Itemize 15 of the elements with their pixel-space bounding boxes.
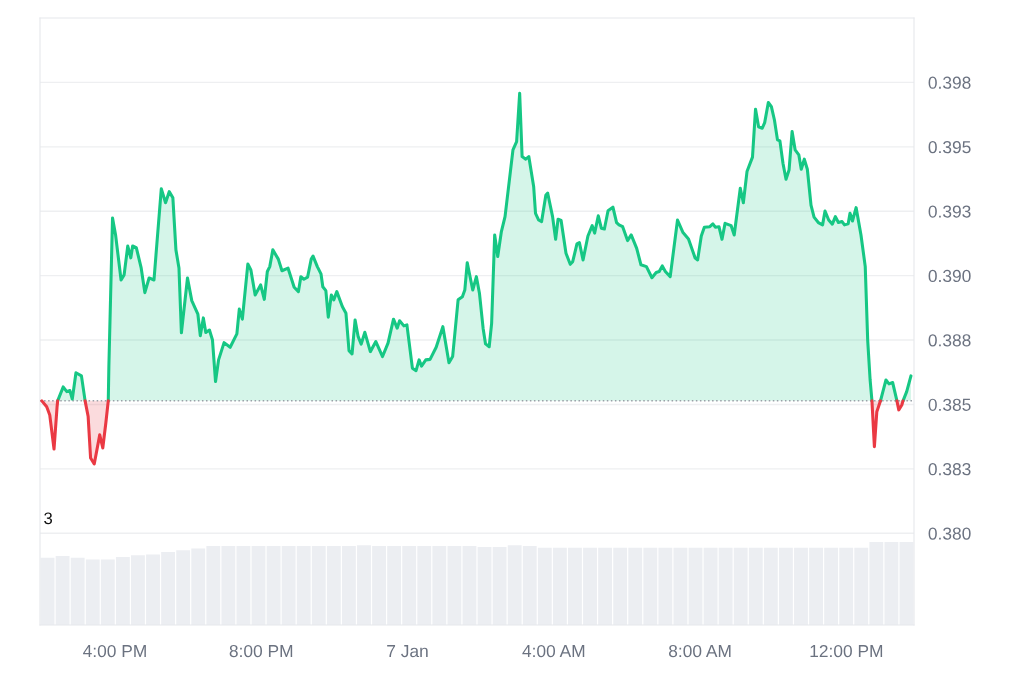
y-tick-label: 0.383 xyxy=(928,463,971,476)
y-tick-label: 0.395 xyxy=(928,140,971,154)
x-tick-label: 12:00 PM xyxy=(810,644,883,658)
x-tick-label: 8:00 AM xyxy=(668,644,731,658)
x-tick-label: 4:00 AM xyxy=(522,644,585,658)
annotation: 3 xyxy=(44,512,53,525)
y-tick-label: 0.388 xyxy=(928,334,971,347)
x-tick-label: 7 Jan xyxy=(387,645,428,658)
y-tick-label: 0.385 xyxy=(928,398,971,411)
x-tick-label: 8:00 PM xyxy=(229,644,293,658)
y-tick-label: 0.393 xyxy=(928,205,971,218)
y-tick-label: 0.380 xyxy=(928,527,971,540)
y-tick-label: 0.390 xyxy=(928,269,971,283)
y-tick-label: 0.398 xyxy=(928,76,971,89)
x-tick-label: 4:00 PM xyxy=(83,644,146,658)
